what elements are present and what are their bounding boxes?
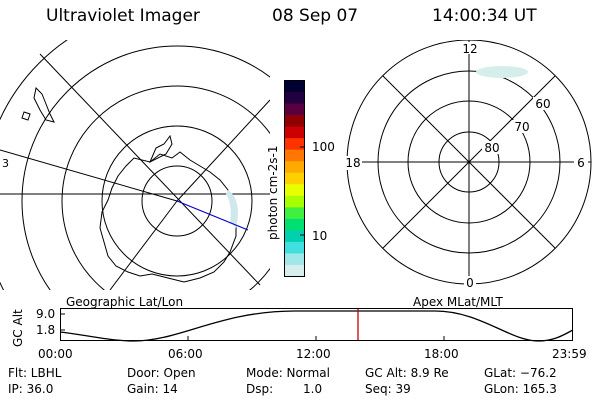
peninsula-coastline	[149, 134, 173, 164]
label-bg	[464, 276, 476, 289]
colorbar-segment	[284, 218, 305, 231]
time-tick-0600: 06:00	[168, 347, 203, 361]
magnetic-map-label: Apex MLat/MLT	[413, 295, 503, 309]
altitude-axis-label: GC Alt	[11, 309, 25, 347]
latitude-circle	[61, 85, 270, 290]
colorbar-tick-100: 100	[312, 140, 335, 154]
instrument-title: Ultraviolet Imager	[46, 6, 200, 26]
aurora-emission	[226, 190, 238, 228]
glat-info: GLat: −76.2	[484, 366, 557, 380]
colorbar	[284, 80, 305, 278]
colorbar-segment	[284, 115, 305, 128]
colorbar-tick-10: 10	[312, 229, 328, 243]
geographic-map-label: Geographic Lat/Lon	[66, 295, 184, 309]
sun-direction-line	[176, 200, 249, 231]
antarctica-coastline	[99, 151, 237, 283]
label-bg	[533, 97, 553, 110]
time-tick-1800: 18:00	[424, 347, 459, 361]
island-coastline	[21, 111, 31, 121]
mlt-label-12: 12	[462, 42, 477, 56]
mode-info: Mode: Normal	[246, 366, 330, 380]
mlat-label-60: 60	[535, 97, 550, 111]
colorbar-segment	[284, 253, 305, 266]
meridian-line	[0, 149, 178, 202]
meridian-line	[176, 99, 270, 202]
mlat-label-80: 80	[484, 141, 499, 155]
geographic-map: 3	[0, 40, 270, 290]
colorbar-unit-label: photon cm-2s-1	[266, 145, 280, 241]
colorbar-segment	[284, 161, 305, 174]
mlt-label-18: 18	[345, 156, 360, 170]
colorbar-segment	[284, 138, 305, 151]
colorbar-frame	[284, 80, 305, 277]
label-bg	[512, 120, 532, 133]
dsp-value: 1.0	[303, 382, 323, 396]
colorbar-segment	[284, 264, 305, 278]
gain-info: Gain: 14	[127, 382, 178, 396]
meridian-line	[39, 53, 261, 286]
altitude-tick-1-8: 1.8	[36, 323, 56, 337]
time-tick-0000: 00:00	[38, 347, 73, 361]
glon-info: GLon: 165.3	[484, 382, 557, 396]
gc-alt-info: GC Alt: 8.9 Re	[365, 366, 449, 380]
colorbar-segment	[284, 172, 305, 185]
colorbar-segment	[284, 80, 305, 93]
colorbar-segment	[284, 92, 305, 105]
colorbar-segment	[284, 207, 305, 220]
time-label: 14:00:34 UT	[432, 6, 537, 26]
mlt-line	[382, 75, 556, 249]
time-tick-1200: 12:00	[296, 347, 331, 361]
seq-info: Seq: 39	[365, 382, 411, 396]
orbit-altitude-curve	[60, 310, 574, 342]
colorbar-segment	[284, 149, 305, 162]
colorbar-segment	[284, 126, 305, 139]
magnetic-map: 12 18 6 0 60 70 80	[344, 40, 592, 290]
mlt-label-6: 6	[577, 156, 585, 170]
altitude-plot-frame	[60, 308, 573, 341]
ip-info: IP: 36.0	[8, 382, 54, 396]
partial-map-tick: 3	[2, 157, 9, 170]
meridian-line	[109, 200, 178, 290]
label-bg	[464, 42, 476, 54]
label-bg	[482, 141, 502, 154]
label-bg	[574, 156, 588, 170]
new-zealand-coastline	[33, 86, 55, 123]
time-tick-2359: 23:59	[552, 347, 587, 361]
colorbar-segment	[284, 184, 305, 197]
latitude-circle	[21, 45, 270, 290]
latitude-circle	[141, 165, 213, 237]
filter-info: Flt: LBHL	[8, 366, 62, 380]
mlt-label-0: 0	[466, 276, 474, 290]
latitude-circle	[101, 125, 253, 277]
label-bg	[344, 156, 362, 170]
colorbar-segment	[284, 103, 305, 116]
date-label: 08 Sep 07	[272, 6, 359, 26]
dsp-label: Dsp:	[246, 382, 274, 396]
colorbar-segment	[284, 241, 305, 255]
aurora-emission	[476, 66, 528, 78]
altitude-plot	[60, 308, 574, 342]
colorbar-segment	[284, 195, 305, 208]
mlat-label-70: 70	[514, 120, 529, 134]
door-info: Door: Open	[127, 366, 196, 380]
colorbar-segment	[284, 230, 305, 243]
altitude-tick-9: 9.0	[36, 307, 56, 321]
